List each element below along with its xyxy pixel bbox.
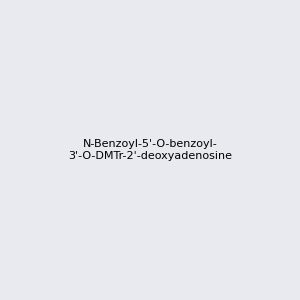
Text: N-Benzoyl-5'-O-benzoyl-
3'-O-DMTr-2'-deoxyadenosine: N-Benzoyl-5'-O-benzoyl- 3'-O-DMTr-2'-deo… [68,139,232,161]
